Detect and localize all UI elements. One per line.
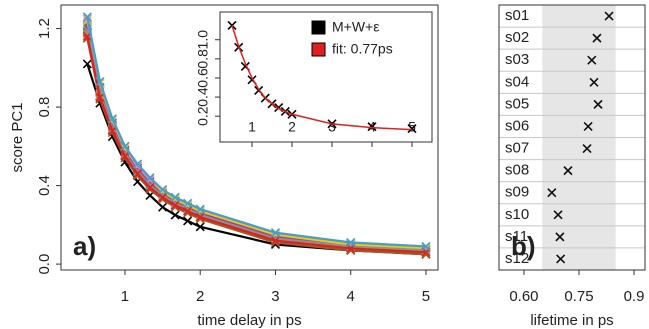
series-line: [231, 25, 413, 131]
category-label: s07: [505, 140, 529, 157]
cross-marker: [270, 228, 281, 238]
cross-marker: [407, 124, 417, 134]
x-tick-label: 5: [422, 288, 430, 305]
cross-marker: [82, 59, 92, 69]
x-tick-label: 2: [196, 288, 204, 305]
cross-marker: [158, 202, 168, 212]
panel-label: b): [511, 231, 536, 261]
cross-marker: [120, 141, 130, 151]
category-label: s06: [505, 117, 529, 134]
cross-marker: [145, 182, 155, 193]
x-tick-label: 1: [248, 119, 256, 135]
cross-marker: [582, 143, 592, 154]
cross-marker: [170, 210, 180, 220]
cross-marker: [170, 200, 180, 210]
plot-frame: [498, 4, 646, 271]
cross-marker: [107, 126, 117, 136]
cross-marker: [132, 169, 143, 179]
cross-marker: [82, 12, 92, 22]
cross-marker: [170, 192, 180, 202]
cross-marker: [183, 216, 193, 226]
cross-marker: [604, 11, 614, 21]
cross-marker: [556, 254, 566, 264]
y-tick-label: 0.4: [36, 175, 53, 196]
y-tick-label: 0.2: [195, 106, 211, 126]
cross-marker: [593, 99, 603, 109]
x-axis-label: lifetime in ps: [530, 312, 613, 329]
cross-marker: [553, 210, 563, 220]
legend-label: M+W+ε: [332, 19, 379, 35]
cross-marker: [183, 206, 193, 216]
x-tick-label: 3: [328, 119, 336, 135]
x-tick-label: 0.9: [624, 288, 645, 305]
category-label: s01: [505, 7, 529, 24]
category-label: s08: [505, 162, 529, 179]
y-tick-label: 0.8: [195, 49, 211, 69]
cross-marker: [270, 235, 281, 246]
y-tick-label: 0.8: [36, 97, 53, 118]
category-label: s04: [505, 73, 529, 90]
x-tick-label: 1: [121, 288, 129, 305]
x-tick-label: 4: [347, 288, 355, 305]
plot-frame: [219, 11, 433, 143]
x-tick-label: 0.75: [564, 288, 593, 305]
panel-label: a): [73, 231, 96, 261]
cross-marker: [158, 184, 168, 195]
legend-swatch: [311, 42, 326, 57]
x-tick-label: 5: [408, 119, 416, 135]
category-label: s02: [505, 29, 529, 46]
cross-marker: [195, 222, 205, 232]
cross-marker: [107, 114, 117, 124]
y-tick-label: 0.6: [195, 68, 211, 88]
cross-marker: [183, 198, 193, 208]
cross-marker: [346, 237, 356, 248]
category-label: s11: [505, 228, 528, 245]
x-tick-label: 0.60: [509, 288, 538, 305]
cross-marker: [120, 151, 130, 161]
cross-marker: [589, 77, 599, 87]
legend-swatch: [311, 20, 326, 35]
cross-marker: [195, 212, 205, 222]
cross-marker: [195, 204, 205, 214]
y-tick-label: 1.0: [195, 30, 211, 50]
cross-marker: [547, 188, 557, 198]
x-axis-label: time delay in ps: [197, 312, 301, 329]
y-tick-label: 0.0: [36, 254, 53, 275]
x-tick-label: 2: [288, 119, 296, 135]
cross-marker: [132, 159, 143, 169]
category-label: s10: [505, 206, 529, 223]
category-label: s09: [505, 184, 529, 201]
cross-marker: [421, 241, 431, 252]
cross-marker: [158, 192, 168, 202]
cross-marker: [592, 33, 602, 43]
cross-marker: [95, 92, 105, 102]
cross-marker: [132, 171, 143, 181]
category-label: s03: [505, 51, 529, 68]
cross-marker: [563, 166, 573, 176]
y-axis-label: score PC1: [9, 102, 26, 172]
plot-frame: [60, 4, 439, 271]
cross-marker: [555, 232, 565, 242]
legend-label: fit: 0.77ps: [332, 41, 393, 57]
cross-marker: [367, 122, 377, 132]
category-label: s12: [505, 250, 529, 267]
cross-marker: [583, 121, 593, 132]
category-label: s05: [505, 95, 529, 112]
x-tick-label: 3: [271, 288, 279, 305]
y-tick-label: 1.2: [36, 18, 53, 39]
y-tick-label: 0.4: [195, 87, 211, 107]
cross-marker: [145, 173, 155, 183]
cross-marker: [95, 76, 105, 87]
cross-marker: [587, 55, 597, 65]
